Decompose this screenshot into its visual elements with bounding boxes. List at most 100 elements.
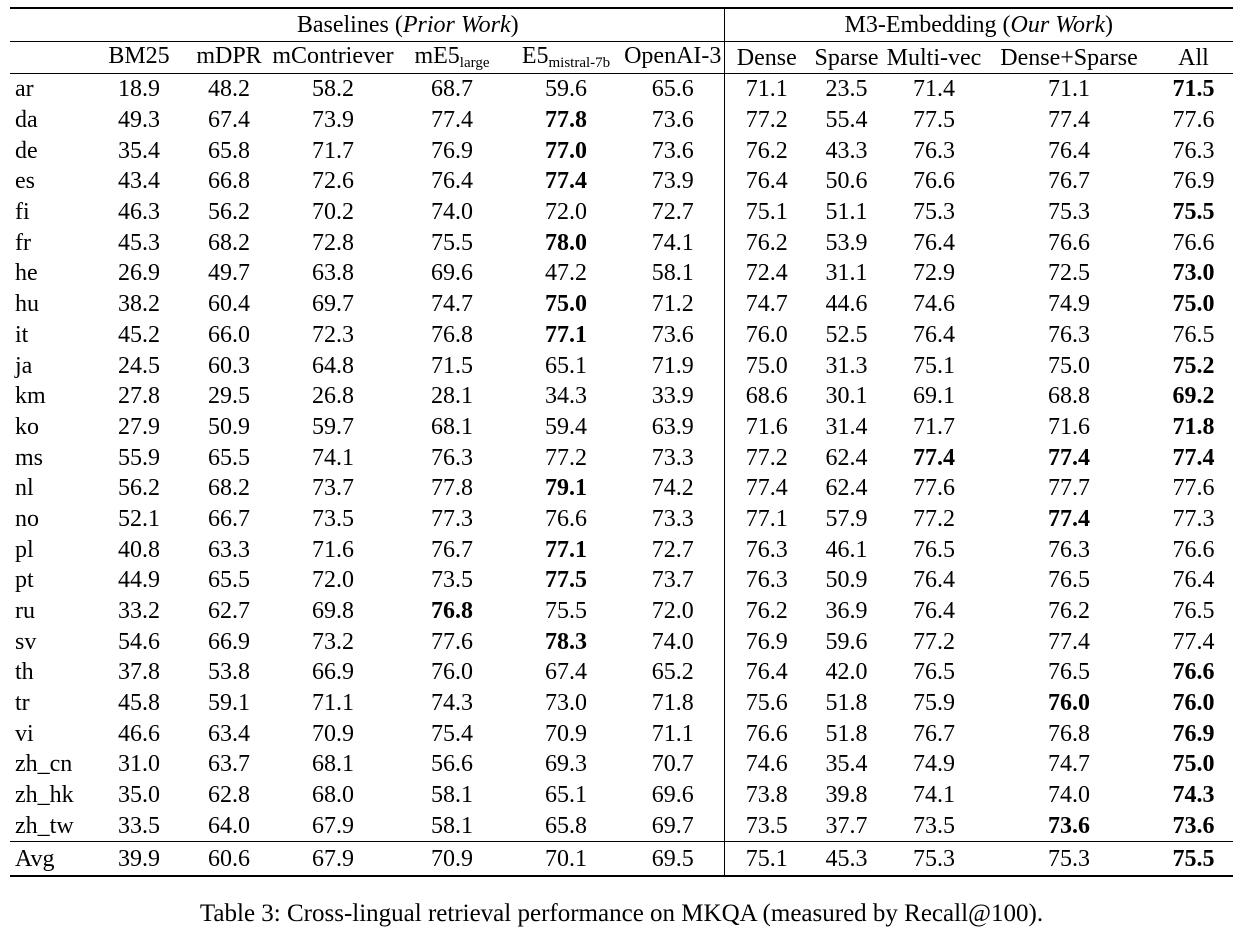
score-cell: 77.7 <box>1048 475 1090 502</box>
table-caption: Table 3: Cross-lingual retrieval perform… <box>199 900 1044 927</box>
score-cell: 71.1 <box>312 690 354 717</box>
score-cell: 72.0 <box>312 567 354 594</box>
table-row: sv 54.6 66.9 73.2 77.6 78.3 74.0 76.9 59.6 77.2 7… <box>10 626 1233 658</box>
table-row: zh_hk 35.0 62.8 68.0 58.1 65.1 69.6 73.8 39.8 74… <box>10 779 1233 811</box>
score-cell: 76.8 <box>431 321 473 348</box>
score-cell: 76.3 <box>913 137 955 164</box>
score-cell: 42.0 <box>825 659 868 686</box>
score-cell: 75.5 <box>1154 841 1234 877</box>
score-cell: 73.6 <box>622 135 725 167</box>
score-cell: 31.1 <box>825 260 868 287</box>
table-header: Baselines (Prior Work) M3-Embedding (Our… <box>10 8 1234 74</box>
language-cell: pl <box>15 536 34 563</box>
score-cell: 71.7 <box>913 413 955 440</box>
score-cell: 51.1 <box>825 199 868 226</box>
score-cell: 73.5 <box>745 812 788 839</box>
score-cell: 76.3 <box>1048 321 1090 348</box>
language-cell: fi <box>15 199 30 226</box>
score-cell: 43.3 <box>825 137 868 164</box>
score-cell: 76.3 <box>431 444 473 471</box>
score-cell: 50.9 <box>208 413 250 440</box>
score-cell: 34.3 <box>545 383 587 410</box>
score-cell: 76.4 <box>1048 137 1090 164</box>
score-cell: 72.0 <box>622 595 725 627</box>
score-cell: 74.7 <box>745 291 788 318</box>
language-cell: de <box>15 137 38 164</box>
score-cell: 75.3 <box>913 199 955 226</box>
language-cell: sv <box>15 628 37 655</box>
score-cell: 67.9 <box>272 841 394 877</box>
score-cell: 76.7 <box>1048 168 1090 195</box>
language-cell: hu <box>15 291 39 318</box>
col-header-text: mE5 <box>414 43 460 69</box>
score-cell: 68.8 <box>1048 383 1090 410</box>
score-cell: 77.2 <box>545 444 587 471</box>
score-cell: 62.4 <box>825 444 868 471</box>
group-header-text: Baselines ( <box>296 12 403 38</box>
score-cell: 73.6 <box>1048 812 1090 839</box>
score-cell: 71.9 <box>622 350 725 381</box>
score-cell: 35.4 <box>825 751 868 778</box>
table-row: hu 38.2 60.4 69.7 74.7 75.0 71.2 74.7 44.6 74.6 7… <box>10 288 1233 320</box>
score-cell: 74.1 <box>622 227 725 259</box>
score-cell: 77.4 <box>1172 444 1215 471</box>
score-cell: 26.9 <box>118 260 160 287</box>
score-cell: 76.5 <box>1048 567 1090 594</box>
score-cell: 76.6 <box>1172 536 1215 563</box>
score-cell: 75.1 <box>913 352 955 379</box>
score-cell: 44.9 <box>118 567 160 594</box>
score-cell: 55.9 <box>118 444 160 471</box>
score-cell: 77.1 <box>545 321 587 348</box>
score-cell: 58.1 <box>431 812 473 839</box>
score-cell: 74.2 <box>622 472 725 504</box>
score-cell: 73.5 <box>312 505 354 532</box>
table-row: fr 45.3 68.2 72.8 75.5 78.0 74.1 76.2 53.9 76.4 7… <box>10 227 1233 259</box>
score-cell: 76.0 <box>431 659 473 686</box>
score-cell: 77.4 <box>545 168 587 195</box>
score-cell: 76.8 <box>431 598 473 625</box>
score-cell: 76.5 <box>1172 321 1215 348</box>
score-cell: 63.3 <box>208 536 250 563</box>
score-cell: 68.6 <box>745 383 788 410</box>
col-header-dense-plus-sparse: Dense+Sparse <box>984 41 1154 74</box>
score-cell: 76.4 <box>745 659 788 686</box>
score-cell: 76.4 <box>913 567 955 594</box>
table-row: Avg 39.9 60.6 67.9 70.9 70.1 69.5 75.1 45.3 75.3… <box>10 841 1234 877</box>
score-cell: 75.2 <box>1172 352 1215 379</box>
col-header-mdpr: mDPR <box>186 41 272 74</box>
group-header-m3: M3-Embedding (Our Work) <box>724 8 1234 42</box>
language-cell: ja <box>15 352 33 379</box>
score-cell: 65.1 <box>545 782 587 809</box>
score-cell: 31.0 <box>118 751 160 778</box>
col-header-dense: Dense <box>724 41 809 74</box>
col-header-text: mContriever <box>272 43 394 69</box>
score-cell: 73.8 <box>745 782 788 809</box>
score-cell: 77.4 <box>1172 628 1215 655</box>
score-cell: 59.1 <box>208 690 250 717</box>
score-cell: 76.7 <box>431 536 473 563</box>
score-cell: 74.3 <box>431 690 473 717</box>
score-cell: 75.0 <box>1172 291 1215 318</box>
score-cell: 33.9 <box>622 380 725 412</box>
score-cell: 73.7 <box>312 475 354 502</box>
score-cell: 75.9 <box>913 690 955 717</box>
score-cell: 74.0 <box>431 199 473 226</box>
score-cell: 72.0 <box>545 199 587 226</box>
score-cell: 76.3 <box>1172 137 1215 164</box>
score-cell: 75.5 <box>431 229 473 256</box>
score-cell: 62.4 <box>825 475 868 502</box>
score-cell: 71.6 <box>312 536 354 563</box>
score-cell: 75.1 <box>745 199 788 226</box>
table-row: km 27.8 29.5 26.8 28.1 34.3 33.9 68.6 30.1 69.1 6… <box>10 380 1233 412</box>
score-cell: 66.8 <box>208 168 250 195</box>
score-cell: 53.8 <box>208 659 250 686</box>
language-cell: vi <box>15 720 34 747</box>
language-cell: ar <box>15 76 34 103</box>
language-cell: zh_cn <box>15 751 73 778</box>
language-cell: he <box>15 260 38 287</box>
score-cell: 64.0 <box>208 812 250 839</box>
score-cell: 37.8 <box>118 659 160 686</box>
group-header-text: ) <box>510 12 519 38</box>
score-cell: 66.0 <box>208 321 250 348</box>
score-cell: 71.8 <box>1172 413 1215 440</box>
